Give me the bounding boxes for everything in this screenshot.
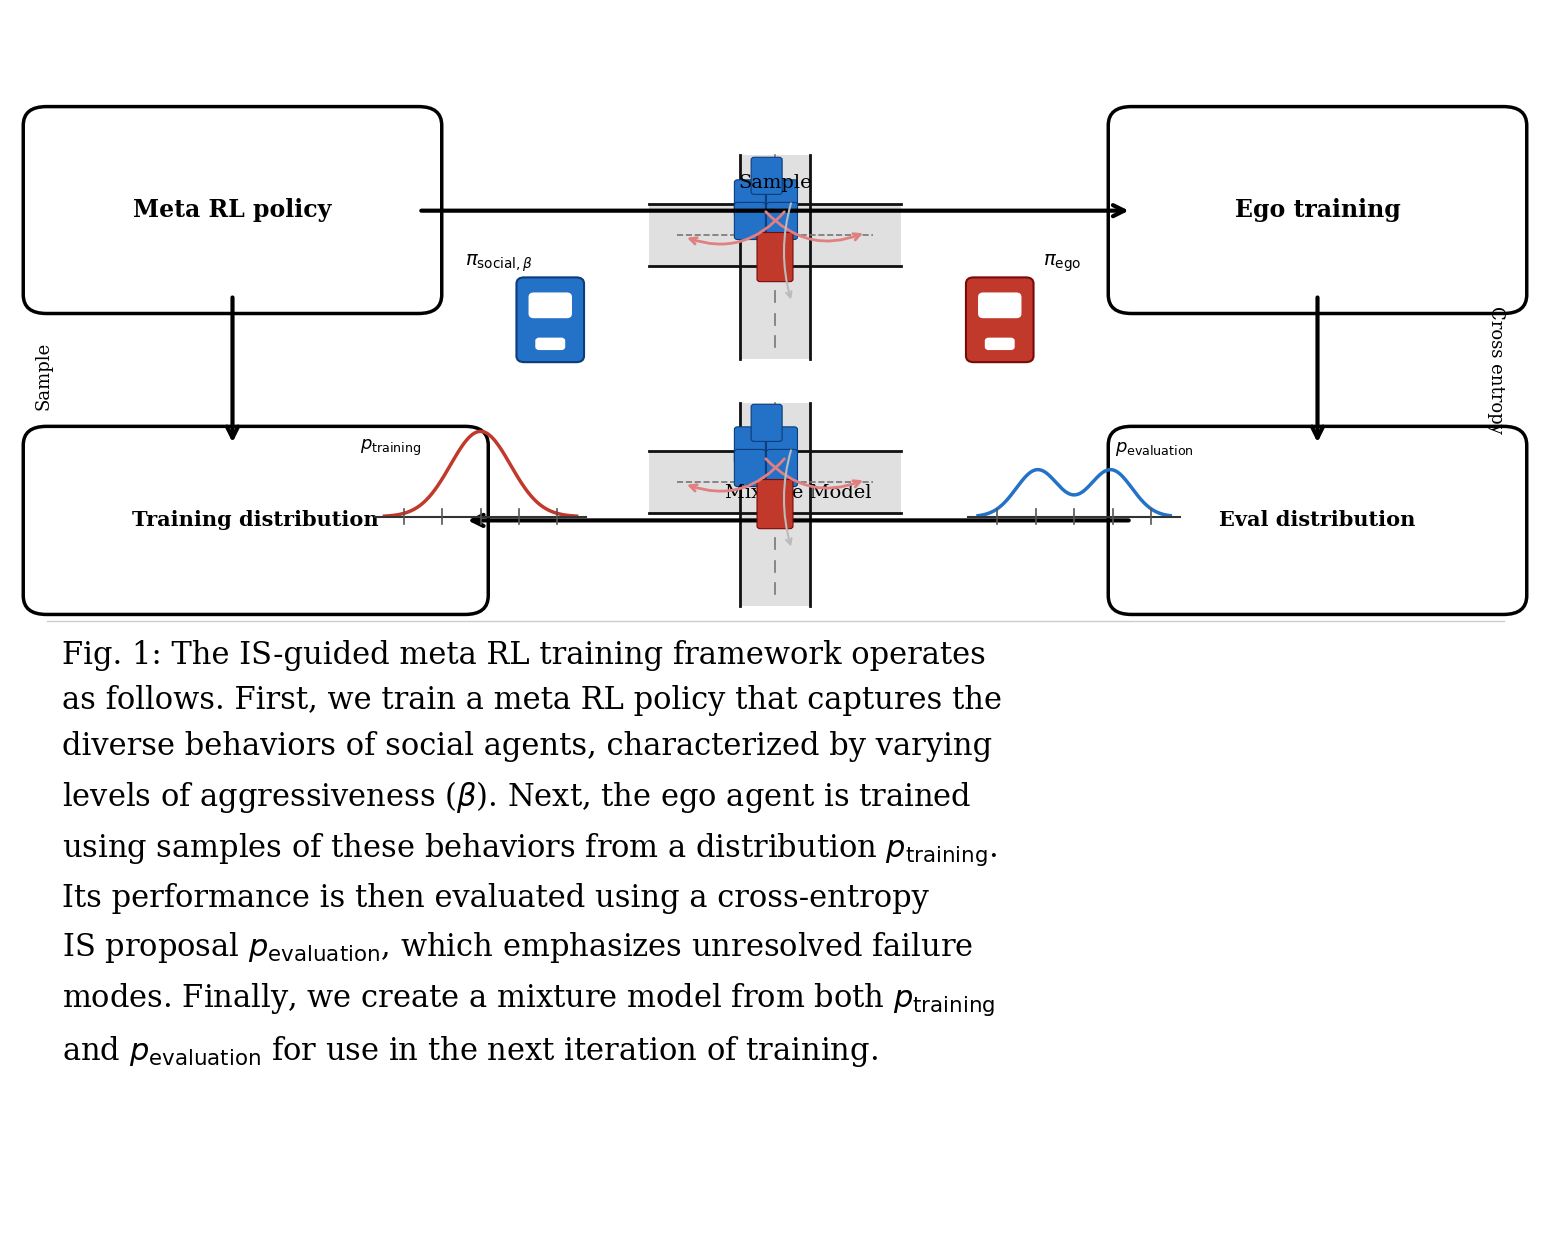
FancyBboxPatch shape xyxy=(735,179,766,217)
FancyBboxPatch shape xyxy=(1108,426,1527,614)
FancyBboxPatch shape xyxy=(766,449,797,487)
FancyBboxPatch shape xyxy=(735,426,766,464)
FancyBboxPatch shape xyxy=(766,426,797,464)
FancyBboxPatch shape xyxy=(756,479,794,529)
FancyBboxPatch shape xyxy=(649,204,901,266)
FancyBboxPatch shape xyxy=(978,293,1021,317)
FancyArrowPatch shape xyxy=(784,450,792,544)
FancyBboxPatch shape xyxy=(986,339,1014,350)
FancyArrowPatch shape xyxy=(784,203,792,297)
FancyBboxPatch shape xyxy=(766,202,797,240)
FancyBboxPatch shape xyxy=(741,155,809,359)
FancyArrowPatch shape xyxy=(690,459,784,492)
FancyArrowPatch shape xyxy=(766,459,860,488)
FancyBboxPatch shape xyxy=(752,157,783,194)
FancyArrowPatch shape xyxy=(766,212,860,241)
Text: Sample: Sample xyxy=(738,174,812,192)
Text: Mixture Model: Mixture Model xyxy=(725,484,871,502)
FancyBboxPatch shape xyxy=(516,277,584,362)
Text: $\pi_{\mathrm{ego}}$: $\pi_{\mathrm{ego}}$ xyxy=(1043,252,1082,275)
FancyBboxPatch shape xyxy=(735,202,766,240)
Text: $\pi_{\mathrm{social},\beta}$: $\pi_{\mathrm{social},\beta}$ xyxy=(465,252,533,275)
Text: Training distribution: Training distribution xyxy=(132,510,380,530)
FancyBboxPatch shape xyxy=(752,404,783,441)
FancyBboxPatch shape xyxy=(529,293,572,317)
Text: Fig. 1: The IS-guided meta RL training framework operates
as follows. First, we : Fig. 1: The IS-guided meta RL training f… xyxy=(62,640,1001,1068)
FancyBboxPatch shape xyxy=(741,403,809,606)
Text: Eval distribution: Eval distribution xyxy=(1220,510,1415,530)
FancyBboxPatch shape xyxy=(23,107,442,314)
Text: $p_{\mathrm{evaluation}}$: $p_{\mathrm{evaluation}}$ xyxy=(1116,440,1194,458)
Text: Cross entropy: Cross entropy xyxy=(1486,306,1505,434)
FancyBboxPatch shape xyxy=(536,339,564,350)
Text: Sample: Sample xyxy=(34,342,53,410)
Text: Ego training: Ego training xyxy=(1235,198,1400,222)
FancyBboxPatch shape xyxy=(23,426,488,614)
FancyBboxPatch shape xyxy=(756,232,794,282)
FancyBboxPatch shape xyxy=(735,449,766,487)
FancyBboxPatch shape xyxy=(1108,107,1527,314)
FancyArrowPatch shape xyxy=(690,212,784,245)
FancyBboxPatch shape xyxy=(766,179,797,217)
FancyBboxPatch shape xyxy=(649,451,901,513)
Text: $p_{\mathrm{training}}$: $p_{\mathrm{training}}$ xyxy=(360,438,422,458)
FancyBboxPatch shape xyxy=(966,277,1034,362)
Text: Meta RL policy: Meta RL policy xyxy=(133,198,332,222)
